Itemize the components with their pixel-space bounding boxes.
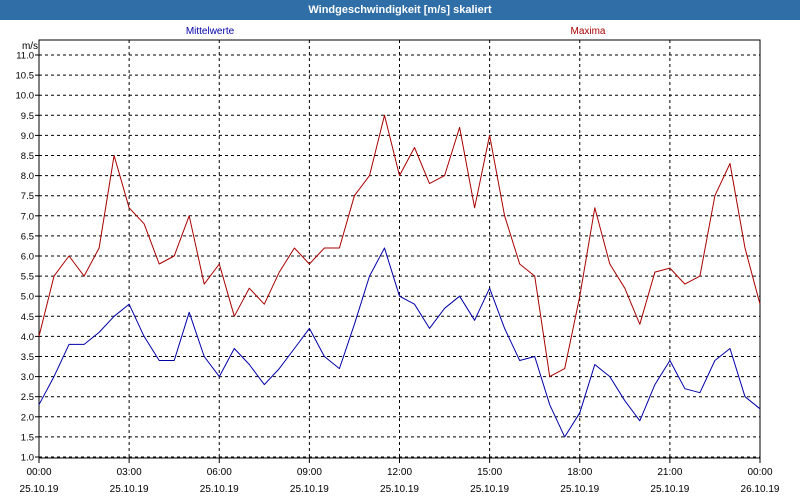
- x-tick-date: 25.10.19: [20, 484, 59, 495]
- y-tick-label: 8.5: [21, 151, 34, 162]
- y-axis: 1.0 1.5 2.0 2.5 3.0 3.5 4.0 4.5 5.0 5.5 6.0 6.5 7.0 7…: [16, 51, 39, 464]
- y-tick-label: 2.0: [21, 412, 34, 423]
- y-tick-label: 5.0: [21, 292, 34, 303]
- series-line-mittelwerte: [38, 247, 761, 438]
- y-tick-label: 7.5: [21, 191, 34, 202]
- chart-title: Windgeschwindigkeit [m/s] skaliert: [0, 0, 800, 20]
- x-tick-date: 26.10.19: [741, 484, 780, 495]
- x-tick-time: 03:00: [117, 467, 142, 478]
- y-tick-label: 1.5: [21, 432, 34, 443]
- y-tick-label: 9.5: [21, 111, 34, 122]
- x-tick-date: 25.10.19: [650, 484, 689, 495]
- x-tick-time: 00:00: [747, 467, 772, 478]
- y-tick-label: 11.0: [16, 51, 34, 62]
- y-axis-unit: m/s: [22, 41, 38, 52]
- x-tick-time: 00:00: [26, 467, 51, 478]
- wind-speed-chart: 1.0 1.5 2.0 2.5 3.0 3.5 4.0 4.5 5.0 5.5 6.0 6.5 7.0 7…: [16, 26, 780, 495]
- x-tick-time: 15:00: [477, 467, 502, 478]
- x-axis: 00:00 25.10.19 03:00 25.10.19 06:00 25.10.19 0…: [20, 458, 780, 495]
- y-tick-label: 7.0: [21, 211, 34, 222]
- y-tick-label: 4.5: [21, 312, 34, 323]
- y-tick-label: 4.0: [21, 332, 34, 343]
- y-tick-label: 10.5: [16, 71, 35, 82]
- legend-maxima: Maxima: [570, 26, 605, 37]
- x-tick-date: 25.10.19: [470, 484, 509, 495]
- y-tick-label: 10.0: [16, 91, 35, 102]
- y-tick-label: 1.0: [21, 453, 34, 464]
- y-tick-label: 8.0: [21, 171, 34, 182]
- y-tick-label: 3.5: [21, 352, 34, 363]
- x-tick-time: 12:00: [387, 467, 412, 478]
- y-tick-label: 6.0: [21, 252, 34, 263]
- x-tick-date: 25.10.19: [200, 484, 239, 495]
- y-tick-label: 5.5: [21, 272, 34, 283]
- x-tick-time: 18:00: [567, 467, 592, 478]
- x-tick-date: 25.10.19: [380, 484, 419, 495]
- y-tick-label: 9.0: [21, 131, 34, 142]
- x-tick-time: 21:00: [657, 467, 682, 478]
- x-tick-date: 25.10.19: [290, 484, 329, 495]
- y-tick-label: 2.5: [21, 392, 34, 403]
- grid: [39, 40, 760, 458]
- y-tick-label: 3.0: [21, 372, 34, 383]
- series-lines: [38, 114, 761, 438]
- y-tick-label: 6.5: [21, 231, 34, 242]
- series-line-maxima: [38, 114, 761, 378]
- x-tick-date: 25.10.19: [110, 484, 149, 495]
- x-tick-time: 06:00: [207, 467, 232, 478]
- x-tick-time: 09:00: [297, 467, 322, 478]
- legend-mittelwerte: Mittelwerte: [186, 26, 235, 37]
- x-tick-date: 25.10.19: [560, 484, 599, 495]
